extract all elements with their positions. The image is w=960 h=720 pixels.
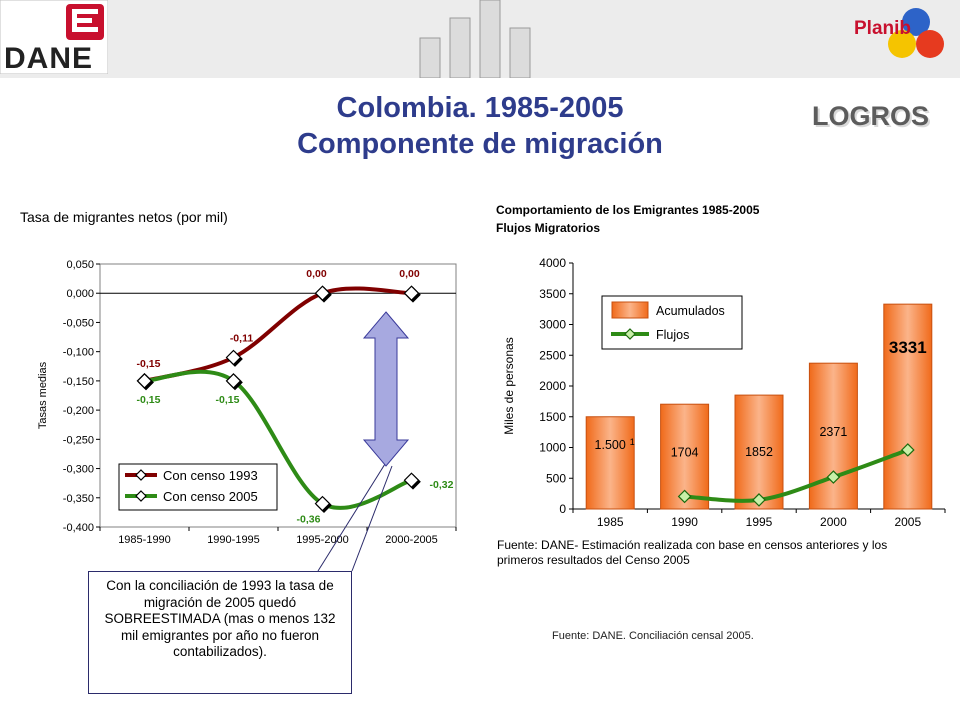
- y-axis-label: Miles de personas: [502, 337, 516, 434]
- data-label: 2371: [819, 425, 847, 439]
- y-tick-label: 0,050: [66, 259, 94, 271]
- x-tick-label: 2000-2005: [385, 534, 438, 546]
- x-tick-label: 1985-1990: [118, 534, 171, 546]
- series-marker: [403, 285, 420, 302]
- y-tick-label: 4000: [539, 256, 566, 270]
- y-tick-label: 2000: [539, 379, 566, 393]
- emigrants-chart: 0 500 1000 1500 2000 2500 3000 3500 4000 Miles de…: [502, 256, 946, 529]
- y-tick-label: 0: [559, 502, 566, 516]
- series-marker: [225, 349, 242, 366]
- y-tick-label: 2500: [539, 348, 566, 362]
- right-chart-source: Fuente: DANE- Estimación realizada con b…: [497, 538, 888, 567]
- data-label-superscript: 1: [630, 437, 635, 447]
- data-label: 3331: [889, 338, 927, 357]
- legend-label: Con censo 1993: [163, 468, 258, 483]
- y-tick-label: -0,150: [63, 376, 94, 388]
- x-tick-label: 2000: [820, 515, 847, 529]
- planib-logo-text: Planib: [854, 18, 912, 39]
- data-label: -0,15: [137, 394, 161, 406]
- slide-title-line1: Colombia. 1985-2005: [336, 92, 624, 124]
- planib-globe-icon: [888, 8, 944, 58]
- y-tick-label: -0,250: [63, 434, 94, 446]
- legend-marker: [624, 328, 636, 340]
- y-axis-label: Tasas medias: [37, 361, 49, 429]
- callout-note: Con la conciliación de 1993 la tasa de m…: [88, 571, 352, 694]
- y-tick-label: 1500: [539, 410, 566, 424]
- x-tick-label: 1990: [671, 515, 698, 529]
- data-label: -0,32: [430, 479, 454, 491]
- legend: Acumulados Flujos: [601, 295, 743, 350]
- legend-label: Acumulados: [656, 304, 725, 318]
- data-label: 0,00: [399, 268, 420, 280]
- series-marker: [225, 373, 242, 389]
- logros-badge: LOGROS: [812, 101, 930, 131]
- bar-chart-decoration: [419, 0, 531, 78]
- callout-pointer: [317, 455, 391, 572]
- y-tick-label: 3000: [539, 318, 566, 332]
- data-label: -0,15: [216, 394, 240, 406]
- y-tick-label: 0,000: [66, 288, 94, 300]
- data-label: 0,00: [306, 268, 327, 280]
- legend-marker: [135, 490, 147, 502]
- y-tick-label: -0,100: [63, 347, 94, 359]
- bar: [585, 416, 635, 510]
- series-marker: [136, 373, 153, 389]
- x-tick-label: 2005: [894, 515, 921, 529]
- x-tick-label: 1990-1995: [207, 534, 260, 546]
- legend-swatch: [611, 301, 649, 319]
- legend-label: Con censo 2005: [163, 489, 258, 504]
- source-note: Fuente: DANE. Conciliación censal 2005.: [552, 630, 754, 642]
- y-tick-label: -0,350: [63, 493, 94, 505]
- legend: Con censo 1993 Con censo 2005: [118, 463, 278, 511]
- data-label: 1852: [745, 445, 773, 459]
- data-label: 1704: [671, 446, 699, 460]
- data-label: -0,36: [297, 514, 321, 526]
- y-tick-label: 3500: [539, 287, 566, 301]
- series-marker: [314, 285, 331, 302]
- y-tick-label: -0,050: [63, 317, 94, 329]
- left-chart-title: Tasa de migrantes netos (por mil): [20, 209, 228, 225]
- right-chart-title: Comportamiento de los Emigrantes 1985-20…: [496, 203, 760, 217]
- x-tick-label: 1985: [597, 515, 624, 529]
- y-tick-label: 500: [546, 471, 566, 485]
- bar: [734, 394, 784, 510]
- flow-line: [684, 448, 909, 503]
- flow-marker: [826, 470, 841, 484]
- dane-logo: [0, 0, 108, 74]
- dane-logo-text: DANE: [4, 42, 94, 75]
- legend-marker: [135, 469, 147, 481]
- y-tick-label: -0,300: [63, 464, 94, 476]
- flow-marker: [752, 493, 766, 507]
- slide-title-line2: Componente de migración: [297, 128, 663, 160]
- flow-marker: [677, 489, 692, 504]
- series-marker: [403, 472, 420, 489]
- series-marker: [314, 495, 331, 512]
- x-tick-label: 1995: [746, 515, 773, 529]
- legend-box: [118, 463, 278, 511]
- callout-pointer: [351, 465, 393, 572]
- data-label: -0,15: [137, 358, 161, 370]
- series-2005: -0,15 -0,15 -0,36 -0,32: [136, 369, 454, 526]
- double-arrow-icon: [362, 311, 410, 467]
- right-chart-subtitle: Flujos Migratorios: [496, 221, 601, 235]
- data-label: -0,11: [230, 333, 254, 345]
- y-tick-label: 1000: [539, 441, 566, 455]
- y-tick-label: -0,400: [63, 522, 94, 534]
- data-label: 1.500: [595, 438, 626, 452]
- y-tick-label: -0,200: [63, 405, 94, 417]
- flow-marker: [900, 443, 915, 457]
- legend-label: Flujos: [656, 328, 689, 342]
- bar: [883, 303, 933, 510]
- series-line: [144, 369, 413, 510]
